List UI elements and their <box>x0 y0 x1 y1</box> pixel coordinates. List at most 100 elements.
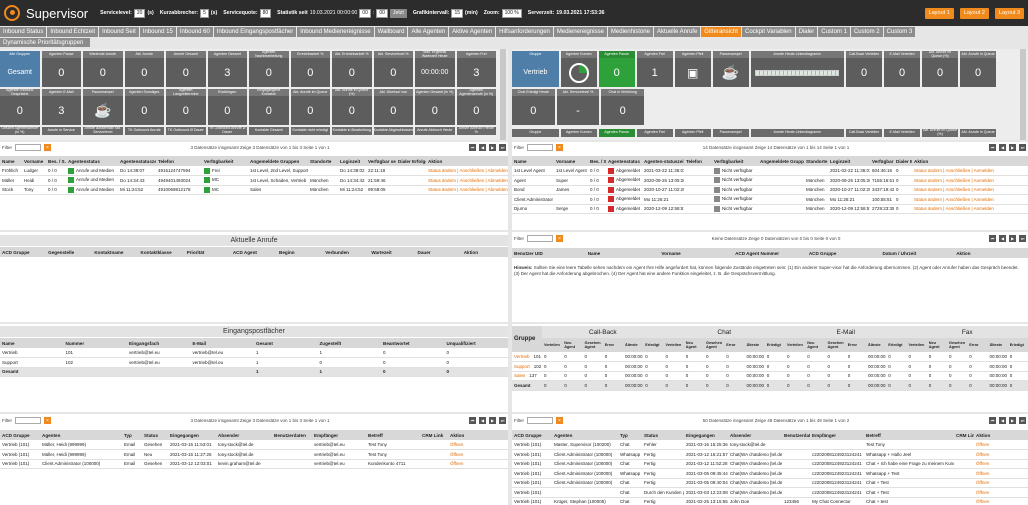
next-page-button[interactable]: ▶ <box>1009 417 1016 424</box>
tab-medienhistorie[interactable]: Medienhistorie <box>607 27 653 37</box>
column-header-verteilen[interactable]: Verteilen <box>785 338 806 352</box>
last-page-button[interactable]: ⏭ <box>1019 144 1026 151</box>
column-header-angemeldete-gruppen[interactable]: Angemeldete Gruppen <box>758 156 804 166</box>
tile-agenten-pause[interactable]: Agenten Pause 0 <box>41 51 81 87</box>
column-header-bes-s-a[interactable]: Bes. / S.A. <box>46 156 66 166</box>
tile-chat-erledigt-heute[interactable]: Chat Erledigt Heute 0 <box>512 89 555 125</box>
column-header-absender[interactable]: Absender <box>728 430 782 440</box>
first-page-button[interactable]: ⏮ <box>469 417 476 424</box>
next-page-button[interactable]: ▶ <box>1009 235 1016 242</box>
column-header-gesamt[interactable]: Gesamt <box>254 338 318 348</box>
tab-custom-2[interactable]: Custom 2 <box>850 27 883 37</box>
cell-text[interactable]: Öffnen <box>450 461 464 467</box>
agents-right-filter-button[interactable]: × <box>556 144 563 151</box>
cell-text[interactable]: Öffnen <box>450 442 464 447</box>
tile-wartende-anrufe[interactable]: Wartende Anrufe 0 <box>83 51 123 87</box>
cell-group[interactable]: Sales 137 <box>512 371 542 381</box>
left-tiles-scrollbar[interactable] <box>500 49 506 140</box>
column-header-gesehen-agent[interactable]: Gesehen Agent <box>825 338 846 352</box>
column-header-priorit-t[interactable]: Priorität <box>184 247 231 257</box>
column-header-agentenstatus[interactable]: Agentenstatus <box>606 156 642 166</box>
tile-label-anrufe-abbruch-heute[interactable]: Anrufe Abbruch Heute <box>415 127 455 135</box>
tile-agenten-e-mail[interactable]: Agenten E-Mail 3 <box>41 89 81 125</box>
cell-text[interactable]: Status ändern | Anschließen | Anmelden <box>914 187 994 193</box>
column-header-dialer-erfolge[interactable]: Dialer Erfolge <box>396 156 426 166</box>
help-filter-input[interactable] <box>527 235 553 242</box>
column-header-aktion[interactable]: Aktion <box>974 430 1028 440</box>
column-header-error[interactable]: Error <box>724 338 745 352</box>
tile-label-tk-outbound-anrufe-dauer[interactable]: TK Outbound Anrufe Ø Dauer <box>207 127 247 135</box>
tile-label-akt-anrufe-in-queue[interactable]: Akt. Anrufe in Queue <box>960 129 996 137</box>
column-header-erledigt[interactable]: Erledigt <box>764 338 785 352</box>
column-header-standorte[interactable]: Standorte <box>804 156 828 166</box>
tile-agenten-kurven[interactable]: Agenten Kurven <box>560 51 597 87</box>
tab-inbound-60[interactable]: Inbound 60 <box>176 27 213 37</box>
group-name[interactable]: Sales <box>514 373 526 379</box>
column-header-gruppe[interactable]: Gruppe <box>512 326 542 352</box>
tile-pausenampel[interactable]: Pausenampel ☕ <box>83 89 123 125</box>
cell-text[interactable]: Öffnen <box>976 442 990 447</box>
column-header-neu-agent[interactable]: Neu Agent <box>805 338 826 352</box>
cell-text[interactable]: Öffnen <box>976 499 990 505</box>
column-header-aktion[interactable]: Aktion <box>448 430 508 440</box>
column-header-kontaktname[interactable]: Kontaktname <box>92 247 139 257</box>
agents-right-filter-input[interactable] <box>527 144 553 151</box>
column-header-agentenstatuszeit[interactable]: Agentenstatuszeit <box>118 156 156 166</box>
table-row[interactable]: Support 102 vertrieb@tel.eu vertrieb@tel.eu… <box>0 357 508 368</box>
layout-2-button[interactable]: Layout 2 <box>959 7 989 19</box>
table-row[interactable]: Vertrieb 101 vertrieb@tel.eu vertrieb@tel.e… <box>0 348 508 358</box>
tab-custom-1[interactable]: Custom 1 <box>818 27 850 37</box>
tile-max-ergebnis-wartezeit-heute[interactable]: Max. Ergebnis Wartezeit Heute 00:00:00 <box>415 51 455 87</box>
tile-label-gesamt-agentenanrufe-in[interactable]: Gesamt Agentenanrufe (in %) <box>0 127 40 135</box>
email-right-filter-button[interactable]: × <box>556 417 563 424</box>
first-page-button[interactable]: ⏮ <box>989 235 996 242</box>
cell-text[interactable]: Status ändern | Anschließen | Abmelden <box>428 187 508 193</box>
cell-text[interactable]: Status ändern | Anschließen | Abmelden <box>428 177 508 183</box>
column-header-acd-agent-nummer[interactable]: ACD Agent Nummer <box>733 248 807 258</box>
table-row[interactable]: Sales 137 0 0 0 0 00:00:00 0 0 0 0 0 00:00:00 0 0 0 0 0 00… <box>512 371 1028 381</box>
tile-label-tk-outbound-anrufe[interactable]: TK Outbound Anrufe <box>124 127 164 135</box>
last-page-button[interactable]: ⏭ <box>1019 417 1026 424</box>
tab-cockpit-variablen[interactable]: Cockpit Variablen <box>741 27 795 37</box>
column-header-absender[interactable]: Absender <box>216 430 272 440</box>
table-row[interactable]: Vertrieb (101) Müller, Heidi (999999) Emai… <box>0 449 508 460</box>
next-page-button[interactable]: ▶ <box>1009 144 1016 151</box>
statistik-minute-select[interactable]: 00 <box>376 8 388 18</box>
column-header-aktion[interactable]: Aktion <box>954 248 1028 258</box>
tile-gruppe[interactable]: Gruppe Vertrieb <box>512 51 559 87</box>
column-header-benutzerdaten[interactable]: Benutzerdaten <box>272 430 312 440</box>
column-header-typ[interactable]: Typ <box>618 430 642 440</box>
column-header-erledigt[interactable]: Erledigt <box>1007 338 1028 352</box>
column-header-neu-agent[interactable]: Neu Agent <box>562 338 583 352</box>
tile-label-anrufe-in-service[interactable]: Anrufe in Service <box>41 127 81 135</box>
column-header-dialer-erfolge[interactable]: Dialer Erfolge <box>894 156 912 166</box>
column-header-verf-gbar-seit[interactable]: Verfügbar seit <box>366 156 396 166</box>
first-page-button[interactable]: ⏮ <box>989 144 996 151</box>
email-right-filter-input[interactable] <box>527 417 553 424</box>
cell-text[interactable]: Öffnen <box>976 451 990 457</box>
table-row[interactable]: Support 102 0 0 0 0 00:00:00 0 0 0 0 0 00:00:00 0 0 0 0 0… <box>512 361 1028 372</box>
tile-label-agenten-kurven[interactable]: Agenten Kurven <box>560 129 597 137</box>
tile-akt-servicelevel[interactable]: Akt. Servicelevel % - <box>556 89 600 125</box>
column-header-betreff[interactable]: Betreff <box>366 430 420 440</box>
column-header-datum-uhrzeit[interactable]: Datum / Uhrzeit <box>880 248 955 258</box>
cell-group[interactable]: Vertrieb 101 <box>512 352 542 362</box>
table-row[interactable]: Vertrieb 101 0 0 0 0 00:00:00 0 0 0 0 0 00:00:00 0 0 0 0… <box>512 352 1028 362</box>
group-name[interactable]: Support <box>514 363 530 369</box>
tile-label-e-mail-verteilen[interactable]: E-Mail Verteilen <box>884 129 921 137</box>
table-row[interactable]: Client Administrator 0 / 0 Abgemeldet Mo 11… <box>512 194 1028 205</box>
tile-agenten-nachbearbeitung[interactable]: Agenten Nachbearbeitung 0 <box>249 51 289 87</box>
tile-label-kontakte-abgeschlossen[interactable]: Kontakte Abgeschlossen <box>373 127 413 135</box>
first-page-button[interactable]: ⏮ <box>989 417 996 424</box>
tile-akt-anrufe-in-queue[interactable]: Akt. Anrufe in Queue (%) 0 <box>332 89 372 125</box>
column-header-error[interactable]: Error <box>845 338 866 352</box>
prev-page-button[interactable]: ◀ <box>999 235 1006 242</box>
tile-agenten-langzeittermine[interactable]: Agenten Langzeittermine 0 <box>166 89 206 125</box>
column-header-loginzeit[interactable]: Loginzeit <box>338 156 366 166</box>
column-header-agentenstatus[interactable]: Agentenstatus <box>66 156 118 166</box>
table-row[interactable]: Vertrieb (101) Chat Durch den Kunden gesch… <box>512 487 1028 498</box>
grafik-select[interactable]: 15 <box>451 8 464 18</box>
next-page-button[interactable]: ▶ <box>489 417 496 424</box>
tab-gitteransicht[interactable]: Gitteransicht <box>701 27 741 37</box>
column-header-lteste[interactable]: Älteste <box>623 338 644 352</box>
